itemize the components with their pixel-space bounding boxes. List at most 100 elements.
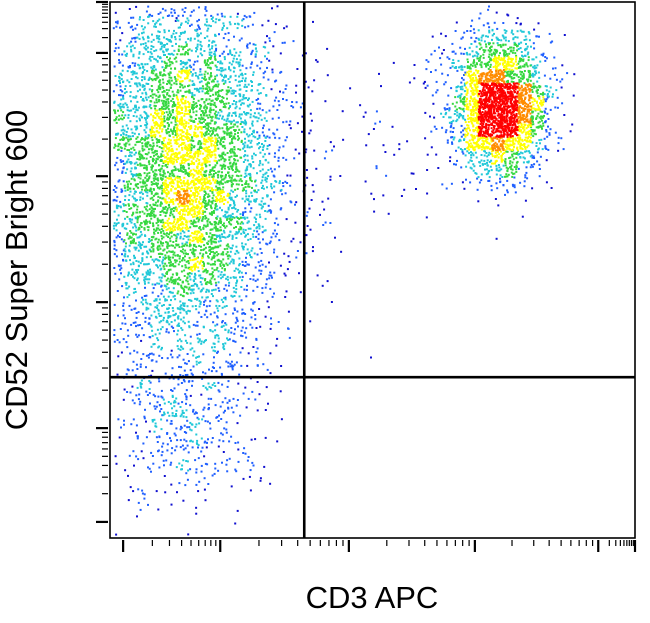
event-dot: [172, 93, 175, 96]
event-dot: [132, 146, 135, 149]
event-dot: [177, 317, 180, 320]
event-dot: [114, 185, 116, 188]
event-dot: [155, 58, 157, 61]
event-dot: [529, 64, 532, 67]
event-dot: [509, 166, 511, 169]
event-dot: [546, 93, 549, 95]
event-dot: [134, 273, 137, 276]
event-dot: [462, 117, 465, 120]
event-dot: [150, 168, 153, 171]
event-dot: [499, 174, 502, 177]
event-dot: [160, 167, 163, 170]
event-dot: [268, 152, 271, 155]
event-dot: [189, 292, 192, 295]
event-dot: [208, 24, 211, 27]
event-dot: [113, 65, 116, 68]
event-dot: [274, 136, 277, 139]
event-dot: [130, 155, 133, 158]
event-dot: [167, 171, 169, 174]
event-dot: [478, 17, 481, 20]
event-dot: [223, 138, 226, 141]
event-dot: [214, 93, 217, 96]
event-dot: [255, 327, 258, 329]
event-dot: [208, 53, 211, 56]
event-dot: [141, 273, 144, 276]
event-dot: [118, 59, 120, 62]
event-dot: [228, 399, 231, 402]
event-dot: [198, 148, 200, 151]
event-dot: [221, 26, 224, 29]
event-dot: [143, 105, 145, 108]
event-dot: [191, 74, 194, 77]
event-dot: [234, 207, 237, 210]
event-dot: [216, 144, 219, 147]
event-dot: [198, 27, 201, 30]
event-dot: [114, 190, 117, 193]
event-dot: [142, 43, 145, 45]
event-dot: [175, 445, 178, 448]
event-dot: [208, 78, 211, 81]
event-dot: [296, 250, 299, 252]
event-dot: [193, 103, 196, 106]
event-dot: [306, 176, 309, 179]
event-dot: [211, 169, 214, 172]
event-dot: [194, 249, 197, 252]
event-dot: [157, 231, 160, 234]
event-dot: [459, 88, 462, 91]
event-dot: [168, 414, 171, 417]
event-dot: [193, 244, 196, 247]
event-dot: [209, 171, 211, 174]
event-dot: [178, 260, 181, 263]
event-dot: [437, 167, 440, 169]
event-dot: [269, 240, 272, 243]
event-dot: [122, 249, 125, 252]
event-dot: [242, 246, 245, 249]
event-dot: [187, 299, 190, 301]
event-dot: [233, 290, 236, 293]
event-dot: [144, 63, 147, 66]
event-dot: [213, 256, 216, 259]
event-dot: [262, 127, 264, 130]
event-dot: [233, 158, 236, 160]
event-dot: [220, 12, 223, 15]
event-dot: [123, 239, 126, 242]
event-dot: [262, 155, 265, 158]
event-dot: [218, 18, 221, 21]
event-dot: [249, 163, 252, 166]
event-dot: [223, 158, 226, 161]
event-dot: [243, 331, 246, 334]
event-dot: [441, 126, 444, 129]
event-dot: [195, 433, 198, 436]
event-dot: [284, 180, 287, 183]
event-dot: [123, 163, 126, 165]
event-dot: [143, 26, 146, 29]
event-dot: [217, 309, 220, 312]
event-dot: [150, 190, 153, 193]
event-dot: [279, 264, 282, 267]
event-dot: [205, 296, 208, 299]
event-dot: [133, 238, 135, 241]
event-dot: [222, 69, 225, 72]
event-dot: [216, 208, 219, 211]
event-dot: [230, 183, 233, 186]
event-dot: [140, 379, 143, 382]
event-dot: [240, 334, 242, 337]
event-dot: [204, 269, 207, 271]
event-dot: [238, 63, 241, 66]
event-dot: [143, 117, 146, 120]
event-dot: [241, 275, 244, 278]
event-dot: [509, 156, 512, 159]
event-dot: [148, 278, 151, 281]
event-dot: [136, 277, 139, 280]
event-dot: [114, 164, 117, 167]
event-dot: [225, 120, 228, 123]
event-dot: [183, 302, 186, 305]
event-dot: [158, 35, 161, 38]
event-dot: [210, 241, 213, 244]
event-dot: [145, 256, 148, 259]
event-dot: [456, 111, 459, 114]
event-dot: [160, 234, 163, 237]
event-dot: [121, 105, 124, 108]
event-dot: [249, 210, 252, 213]
event-dot: [222, 346, 225, 349]
